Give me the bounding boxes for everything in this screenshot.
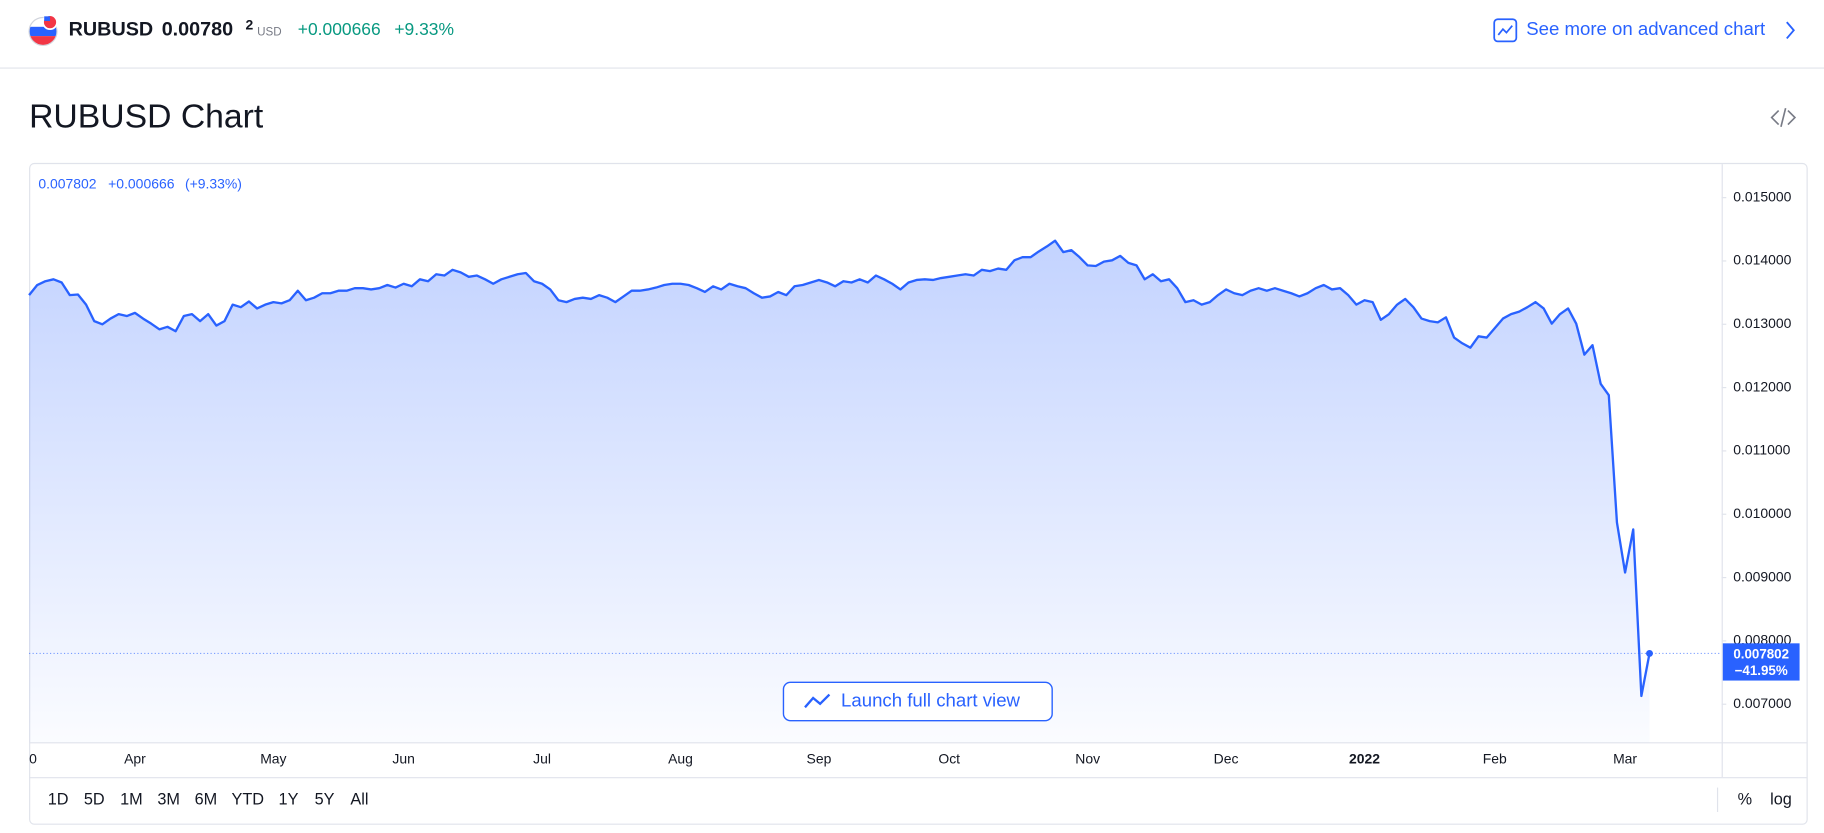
x-tick-label: Aug <box>668 750 693 766</box>
currency: USD <box>257 26 282 39</box>
legend-change-percent: (+9.33%) <box>185 176 242 192</box>
y-tick-label: 0.014000 <box>1733 252 1791 268</box>
y-tick-label: 0.012000 <box>1733 378 1791 394</box>
last-point <box>1646 649 1653 657</box>
range-button[interactable]: 3M <box>157 791 180 809</box>
x-tick-label: 2022 <box>1349 750 1380 766</box>
x-tick-label: Mar <box>1613 750 1637 766</box>
x-tick-label: Jun <box>392 750 414 766</box>
range-button[interactable]: All <box>350 791 368 809</box>
range-button[interactable]: 1M <box>120 791 143 809</box>
area-fill <box>29 240 1650 743</box>
price-line <box>28 239 1651 698</box>
price-axis: 0.0070000.0080000.0090000.0100000.011000… <box>1721 188 1792 711</box>
range-button[interactable]: 5D <box>84 791 105 809</box>
range-button[interactable]: 6M <box>195 791 218 809</box>
log-toggle[interactable]: log <box>1770 791 1792 809</box>
plot <box>28 239 1722 743</box>
price-fraction: 2 <box>245 16 253 32</box>
advanced-chart-text[interactable]: See more on advanced chart <box>1526 18 1766 39</box>
launch-button-text[interactable]: Launch full chart view <box>841 689 1021 710</box>
flag-icon <box>28 14 58 46</box>
x-tick-label: Nov <box>1075 750 1100 766</box>
y-tick-label: 0.007000 <box>1733 695 1791 711</box>
x-tick-label: May <box>260 750 286 766</box>
range-buttons: 1D 5D 1M 3M 6M YTD 1Y 5Y All <box>48 791 369 809</box>
y-tick-label: 0.010000 <box>1733 505 1791 521</box>
x-tick-label: Feb <box>1483 750 1507 766</box>
advanced-chart-link[interactable]: See more on advanced chart <box>1493 18 1795 43</box>
change-percent: +9.33% <box>394 19 454 39</box>
x-tick-label: Sep <box>807 750 832 766</box>
x-tick-label: 10 <box>21 750 37 766</box>
last-change-label: −41.95% <box>1735 663 1788 678</box>
change: +0.000666 <box>298 19 381 39</box>
y-tick-label: 0.011000 <box>1733 442 1790 458</box>
range-button[interactable]: 1D <box>48 791 69 809</box>
last-price-label: 0.007802 <box>1733 647 1789 662</box>
percent-toggle[interactable]: % <box>1738 791 1752 809</box>
range-button[interactable]: YTD <box>232 791 265 809</box>
x-tick-label: Apr <box>124 750 146 766</box>
x-tick-label: Oct <box>938 750 960 766</box>
legend-change: +0.000666 <box>108 176 175 192</box>
legend-price: 0.007802 <box>38 176 96 192</box>
symbol: RUBUSD <box>69 19 154 41</box>
page-title: RUBUSD Chart <box>29 98 264 136</box>
y-tick-label: 0.015000 <box>1733 188 1791 204</box>
embed-code-icon[interactable] <box>1770 108 1797 128</box>
launch-button[interactable]: Launch full chart view <box>782 681 1053 722</box>
y-tick-label: 0.009000 <box>1733 568 1791 584</box>
chart-legend: 0.007802 +0.000666 (+9.33%) <box>38 176 242 192</box>
y-tick-label: 0.013000 <box>1733 315 1791 331</box>
x-tick-label: Dec <box>1214 750 1239 766</box>
range-button[interactable]: 5Y <box>315 791 335 809</box>
x-tick-label: Jul <box>533 750 551 766</box>
time-axis: 10 Apr May Jun Jul Aug Sep Oct Nov Dec 2022 Feb Mar <box>21 750 1637 766</box>
range-button[interactable]: 1Y <box>279 791 299 809</box>
last-price-badge: 0.007802 −41.95% <box>1722 643 1800 681</box>
price: 0.00780 <box>162 19 233 41</box>
